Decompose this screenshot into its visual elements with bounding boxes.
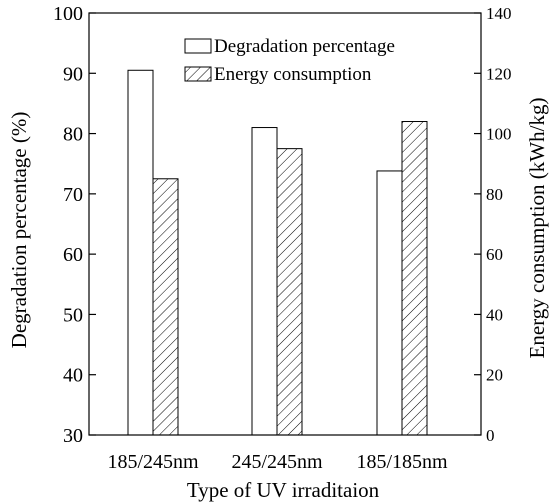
legend: Degradation percentage Energy consumptio… [184, 36, 395, 85]
y-right-tick-label: 0 [486, 426, 495, 445]
y-left-tick-label: 40 [63, 365, 83, 387]
bar-degradation-1 [251, 127, 278, 436]
bar-degradation-0 [127, 69, 154, 436]
y-left-tick-label: 50 [63, 304, 83, 326]
x-tick-label: 245/245nm [231, 451, 323, 473]
y-right-tick-label: 100 [486, 125, 512, 144]
y-left-tick-label: 30 [63, 425, 83, 447]
bar-energy-1 [276, 148, 303, 436]
legend-label-degradation: Degradation percentage [214, 36, 395, 57]
y-left-tick-label: 70 [63, 184, 83, 206]
y-right-tick-label: 20 [486, 366, 503, 385]
legend-label-energy: Energy consumption [214, 64, 372, 85]
bar-degradation-2 [376, 170, 403, 436]
y-left-tick-label: 90 [63, 63, 83, 85]
x-tick-label: 185/245nm [107, 451, 199, 473]
legend-swatch-energy [184, 66, 212, 82]
x-axis-label: Type of UV irraditaion [187, 478, 380, 502]
ticks-group: 185/245nm 245/245nm 185/185nm 30 40 50 60 70 80 9… [53, 3, 512, 473]
x-tick-label: 185/185nm [356, 451, 448, 473]
bar-energy-2 [401, 121, 428, 436]
y-right-tick-label: 140 [486, 4, 512, 23]
bars-group [127, 69, 428, 436]
y-right-tick-label: 40 [486, 305, 503, 324]
y-left-tick-label: 100 [53, 3, 83, 25]
y-axis-left-label: Degradation percentage (%) [7, 112, 31, 349]
y-right-tick-label: 80 [486, 185, 503, 204]
y-axis-right-label: Energy consumption (kWh/kg) [525, 98, 549, 359]
plot-frame [88, 12, 482, 436]
bar-energy-0 [152, 178, 179, 436]
y-right-tick-label: 60 [486, 245, 503, 264]
y-left-tick-label: 80 [63, 124, 83, 146]
axes-group [88, 12, 482, 436]
y-left-tick-label: 60 [63, 244, 83, 266]
legend-swatch-degradation [184, 38, 212, 54]
y-right-tick-label: 120 [486, 64, 512, 83]
